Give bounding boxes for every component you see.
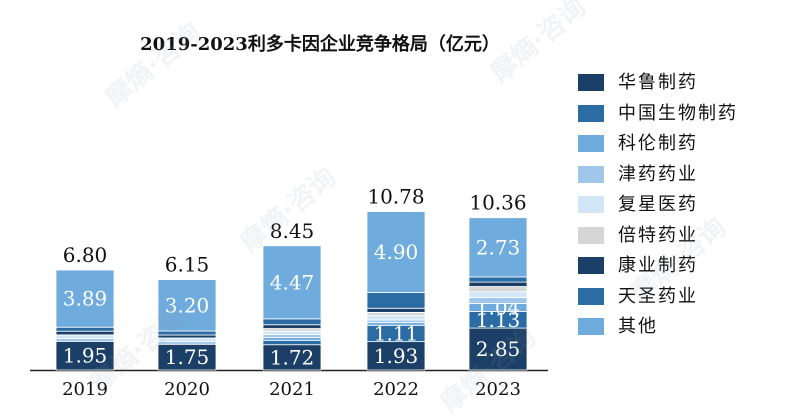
bar-segment-2022-6 <box>366 311 426 317</box>
data-label-2019-9: 3.89 <box>63 287 108 311</box>
bar-segment-2021-1 <box>262 344 322 371</box>
chart-title: 2019-2023利多卡因企业竞争格局（亿元） <box>140 34 500 55</box>
bar-segment-2022-7 <box>366 307 426 313</box>
data-label-2020-1: 1.75 <box>165 345 210 369</box>
bar-segment-2023-5 <box>468 291 528 298</box>
legend-swatch <box>578 257 604 274</box>
legend-label: 科伦制药 <box>618 133 698 154</box>
x-tick-label-2020: 2020 <box>164 379 210 400</box>
bar-segment-2021-7 <box>262 324 322 329</box>
x-tick-label-2023: 2023 <box>475 379 521 400</box>
legend-label: 中国生物制药 <box>618 102 738 124</box>
x-tick-label-2019: 2019 <box>62 379 108 400</box>
data-label-2022-9: 4.90 <box>374 240 419 264</box>
legend-swatch <box>578 196 604 213</box>
bar-segment-2023-9 <box>468 217 528 278</box>
legend-label: 天圣药业 <box>618 285 698 307</box>
bar-segment-2021-9 <box>262 245 322 320</box>
legend-label: 华鲁制药 <box>618 72 698 93</box>
bar-segment-2021-2 <box>262 339 322 346</box>
legend-swatch <box>578 226 604 244</box>
bar-segment-2023-8 <box>468 276 528 283</box>
data-label-2023-1: 2.85 <box>476 337 521 361</box>
chart-plot: 1.95 3.89 6.80 2019 1.75 3.20 6.15 2020 1.72 4.47… <box>30 185 548 400</box>
bar-segment-2019-9 <box>55 269 115 328</box>
data-label-2021-9: 4.47 <box>270 270 315 294</box>
legend-swatch <box>578 318 604 335</box>
bar-segment-2021-3 <box>262 336 322 341</box>
bar-segment-2023-4 <box>468 297 528 304</box>
data-label-2019-1: 1.95 <box>63 344 108 368</box>
data-label-2020-9: 3.20 <box>165 293 210 317</box>
x-tick-label-2022: 2022 <box>373 379 419 400</box>
bar-segment-2022-9 <box>366 211 426 293</box>
bar-segment-2023-7 <box>468 281 528 287</box>
bar-segment-2020-7 <box>157 334 217 339</box>
bar-segment-2020-4 <box>157 340 217 345</box>
bar-segment-2020-5 <box>157 337 217 342</box>
total-label-2022: 10.78 <box>367 185 424 209</box>
legend-label: 津药药业 <box>618 163 698 185</box>
data-label-2022-1: 1.93 <box>374 344 419 368</box>
bar-segment-2021-5 <box>262 330 322 335</box>
bar-segment-2019-7 <box>55 330 115 336</box>
legend-swatch <box>578 287 604 305</box>
bar-segment-2020-8 <box>157 330 217 336</box>
bar-segment-2020-1 <box>157 343 217 371</box>
legend-label: 其他 <box>618 316 658 337</box>
legend-swatch <box>578 135 604 152</box>
bar-segment-2023-6 <box>468 286 528 293</box>
total-label-2019: 6.80 <box>63 243 108 267</box>
total-label-2020: 6.15 <box>165 253 210 277</box>
bar-segment-2022-1 <box>366 341 426 371</box>
data-label-2023-9: 2.73 <box>476 235 521 259</box>
bar-segment-2019-5 <box>55 334 115 339</box>
legend-label: 康业制药 <box>618 255 698 276</box>
bar-segment-2019-8 <box>55 326 115 332</box>
legend-swatch <box>578 104 604 122</box>
legend-label: 倍特药业 <box>618 224 698 246</box>
chart-area: 2019-2023利多卡因企业竞争格局（亿元） 1.95 3.89 6.80 2019… <box>30 0 738 419</box>
legend-swatch <box>578 74 604 91</box>
legend-label: 复星医药 <box>618 194 698 215</box>
total-label-2021: 8.45 <box>270 219 315 243</box>
bar-segment-2023-1 <box>468 327 528 371</box>
data-label-2021-1: 1.72 <box>270 345 315 369</box>
bar-segment-2019-1 <box>55 340 115 371</box>
total-label-2023: 10.36 <box>469 191 526 215</box>
bar-segment-2021-4 <box>262 334 322 338</box>
bar-segment-2022-8 <box>366 291 426 309</box>
legend-swatch <box>578 165 604 183</box>
bar-segment-2020-9 <box>157 279 217 332</box>
x-tick-label-2021: 2021 <box>269 379 315 400</box>
bar-segment-2022-5 <box>366 315 426 321</box>
bar-segment-2021-8 <box>262 318 322 326</box>
bar-segment-2019-4 <box>55 337 115 342</box>
